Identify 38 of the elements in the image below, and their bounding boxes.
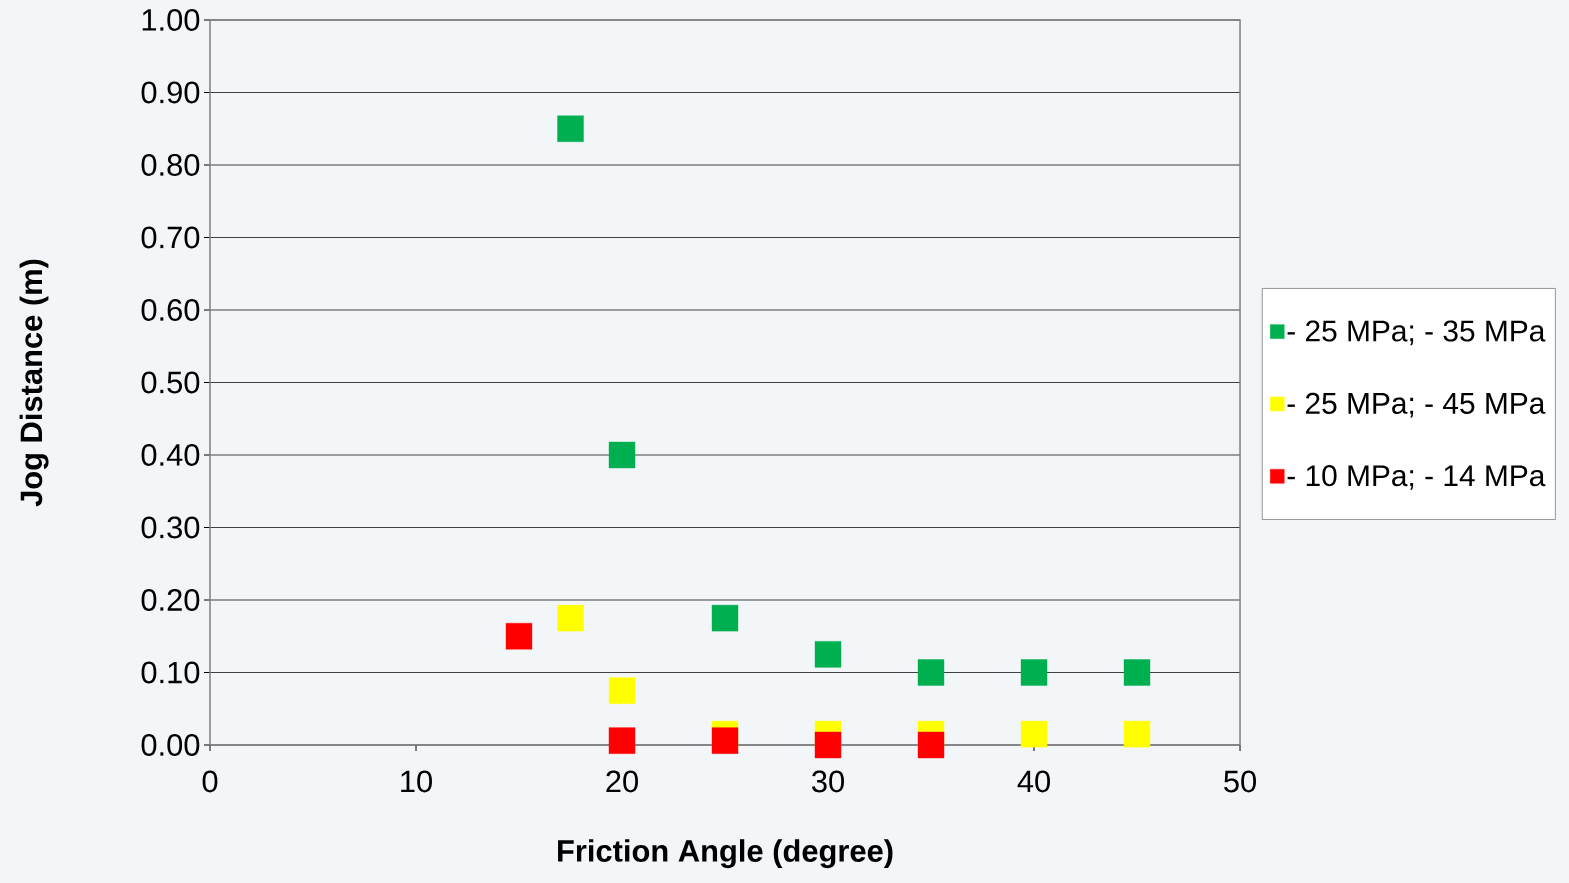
- y-tick-label: 0.20: [141, 589, 200, 611]
- x-axis-title: Friction Angle (degree): [558, 839, 893, 869]
- point: [711, 727, 739, 754]
- x-tick-label: 30: [812, 770, 844, 793]
- x-tick-label: 40: [1017, 770, 1050, 793]
- point: [505, 623, 533, 650]
- y-axis-title: Jog Distance (m): [19, 259, 49, 507]
- point: [814, 641, 842, 668]
- point: [1123, 720, 1151, 748]
- y-tick-label: 0.90: [141, 81, 200, 104]
- x-tick-label: 0: [202, 770, 218, 793]
- point: [1123, 659, 1151, 686]
- x-tick-label: 20: [606, 770, 638, 793]
- y-tick-label: 1.00: [142, 9, 200, 31]
- y-tick-label: 0.80: [141, 154, 200, 176]
- point: [814, 731, 842, 759]
- y-tick-label: 0.70: [141, 226, 200, 249]
- y-tick-label: 0.50: [141, 371, 200, 394]
- y-tick-label: 0.10: [141, 661, 200, 684]
- point: [917, 659, 945, 686]
- legend-label: - 10 MPa; - 14 MPa: [1287, 465, 1546, 490]
- point: [608, 677, 636, 704]
- point: [711, 604, 739, 632]
- legend-label: - 25 MPa; - 45 MPa: [1287, 392, 1546, 418]
- y-tick-label: 0.60: [141, 299, 200, 321]
- point: [1020, 659, 1048, 686]
- x-tick-label: 50: [1224, 770, 1256, 793]
- y-tick-label: 0.00: [141, 734, 200, 756]
- point: [1020, 720, 1048, 748]
- point: [608, 727, 636, 754]
- point: [557, 604, 584, 632]
- y-tick-label: 0.40: [141, 444, 200, 466]
- legend-label: - 25 MPa; - 35 MPa: [1287, 320, 1546, 346]
- x-tick-label: 10: [401, 770, 432, 793]
- y-tick-label: 0.30: [141, 516, 200, 539]
- point: [608, 441, 636, 469]
- point: [557, 115, 584, 142]
- point: [917, 731, 945, 759]
